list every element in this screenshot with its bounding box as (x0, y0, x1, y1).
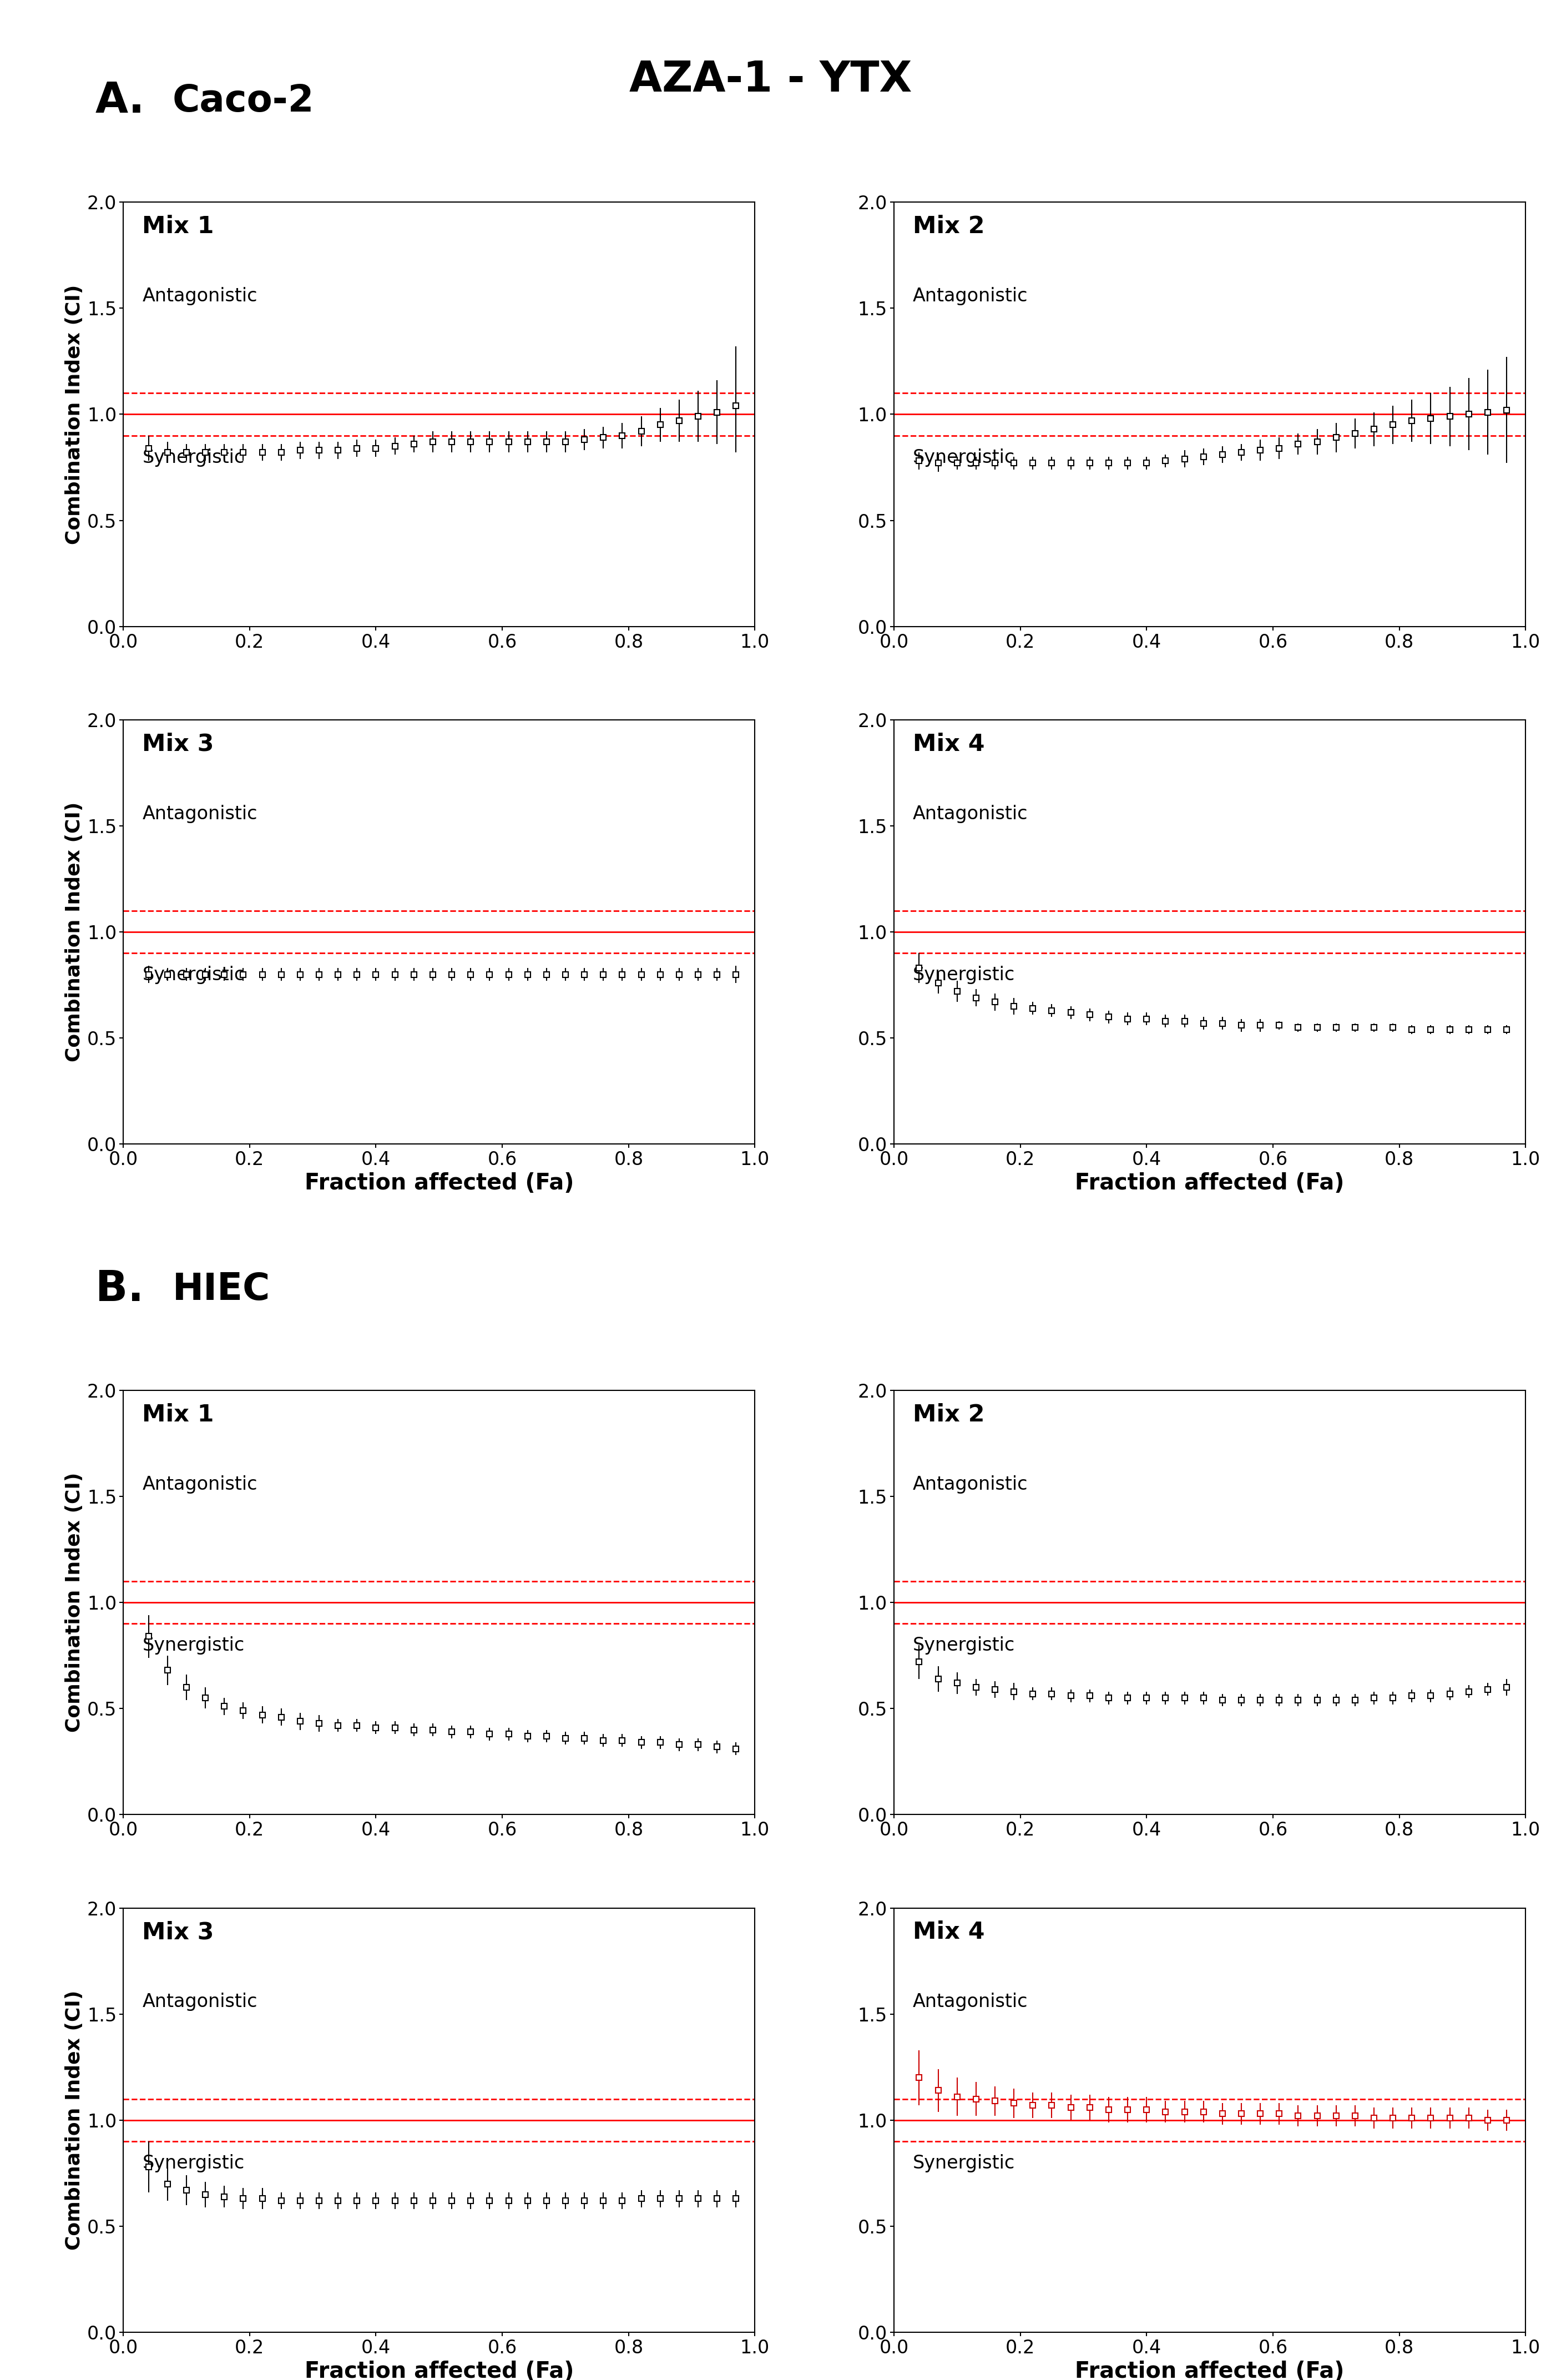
Text: AZA-1 - YTX: AZA-1 - YTX (629, 60, 912, 100)
Y-axis label: Combination Index (CI): Combination Index (CI) (65, 1473, 85, 1733)
Text: Synergistic: Synergistic (912, 447, 1016, 466)
Text: Mix 3: Mix 3 (142, 1921, 214, 1944)
Text: Synergistic: Synergistic (142, 2154, 245, 2173)
Text: Mix 4: Mix 4 (912, 733, 985, 757)
X-axis label: Fraction affected (Fa): Fraction affected (Fa) (305, 2361, 573, 2380)
Text: HIEC: HIEC (173, 1271, 270, 1307)
Y-axis label: Combination Index (CI): Combination Index (CI) (65, 1990, 85, 2249)
X-axis label: Fraction affected (Fa): Fraction affected (Fa) (305, 1171, 573, 1195)
Text: Mix 1: Mix 1 (142, 214, 214, 238)
Text: Antagonistic: Antagonistic (912, 1476, 1028, 1492)
Text: Antagonistic: Antagonistic (142, 804, 257, 823)
Text: Antagonistic: Antagonistic (912, 288, 1028, 305)
Text: Caco-2: Caco-2 (173, 83, 314, 119)
Text: A.: A. (96, 81, 145, 121)
Text: Antagonistic: Antagonistic (142, 1992, 257, 2011)
Y-axis label: Combination Index (CI): Combination Index (CI) (65, 283, 85, 545)
Text: Synergistic: Synergistic (912, 1637, 1016, 1654)
Y-axis label: Combination Index (CI): Combination Index (CI) (65, 802, 85, 1061)
Text: Mix 1: Mix 1 (142, 1402, 214, 1426)
Text: Antagonistic: Antagonistic (142, 1476, 257, 1492)
Text: B.: B. (96, 1269, 143, 1309)
Text: Antagonistic: Antagonistic (912, 804, 1028, 823)
Text: Synergistic: Synergistic (912, 2154, 1016, 2173)
Text: Synergistic: Synergistic (142, 1637, 245, 1654)
Text: Antagonistic: Antagonistic (912, 1992, 1028, 2011)
Text: Mix 2: Mix 2 (912, 214, 985, 238)
Text: Mix 3: Mix 3 (142, 733, 214, 757)
Text: Mix 4: Mix 4 (912, 1921, 985, 1944)
Text: Synergistic: Synergistic (912, 966, 1016, 985)
Text: Synergistic: Synergistic (142, 447, 245, 466)
X-axis label: Fraction affected (Fa): Fraction affected (Fa) (1076, 2361, 1344, 2380)
Text: Mix 2: Mix 2 (912, 1402, 985, 1426)
Text: Antagonistic: Antagonistic (142, 288, 257, 305)
X-axis label: Fraction affected (Fa): Fraction affected (Fa) (1076, 1171, 1344, 1195)
Text: Synergistic: Synergistic (142, 966, 245, 985)
